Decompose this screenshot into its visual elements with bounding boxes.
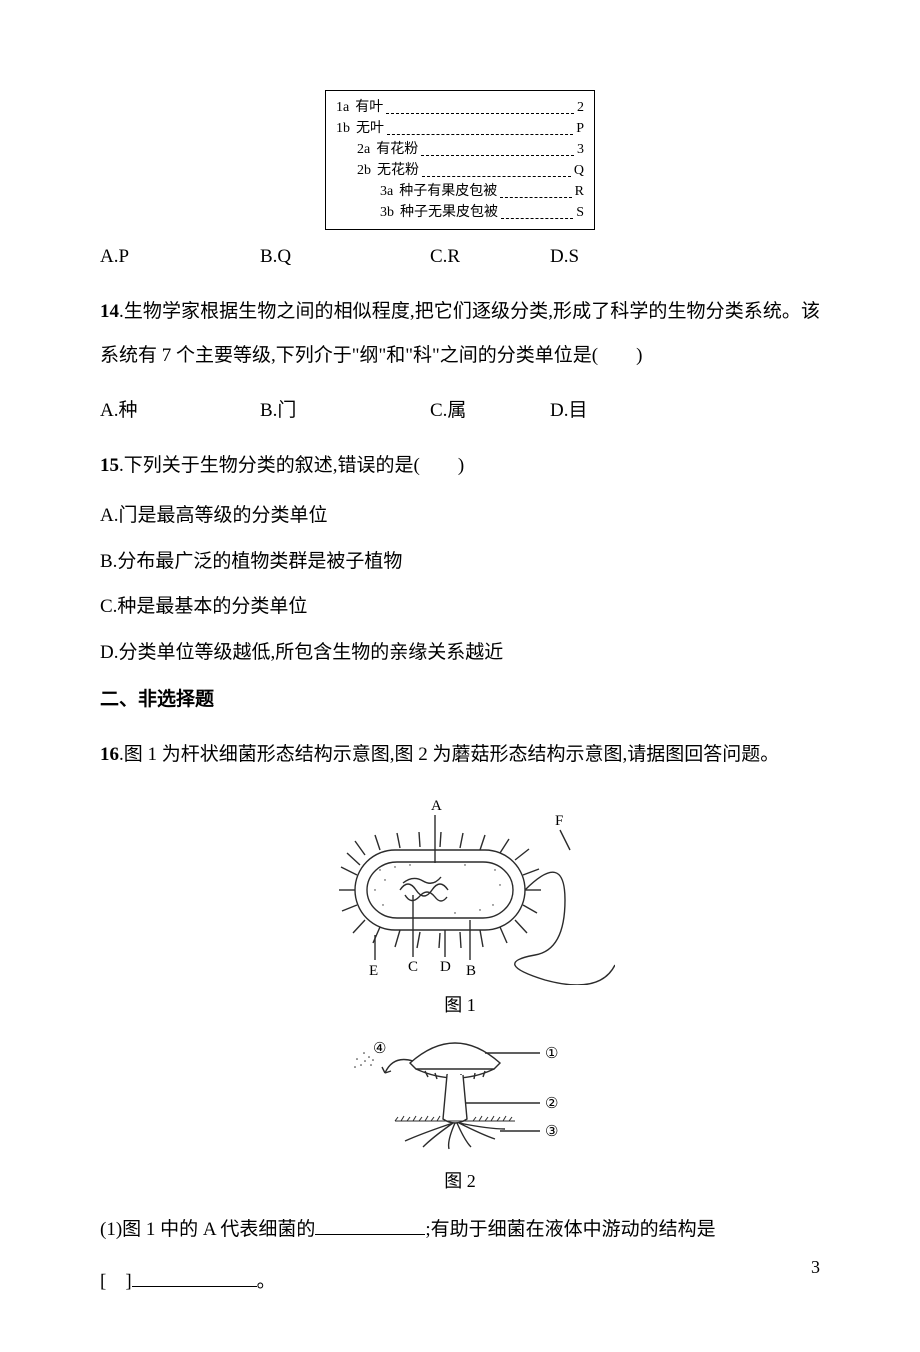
- sub1-bracket: [ ]: [100, 1271, 132, 1292]
- figure-2: ① ② ③ ④: [100, 1031, 820, 1161]
- key-text: 无花粉: [377, 160, 419, 181]
- key-row: 3a 种子有果皮包被 R: [336, 181, 584, 202]
- key-row: 3b 种子无果皮包被 S: [336, 202, 584, 223]
- key-leader: [501, 202, 573, 219]
- key-code: 3a: [380, 181, 393, 202]
- q16-number: 16: [100, 744, 119, 765]
- q16-sub1: (1)图 1 中的 A 代表细菌的 ;有助于细菌在液体中游动的结构是: [100, 1208, 820, 1252]
- key-text: 种子有果皮包被: [399, 181, 497, 202]
- key-text: 有花粉: [376, 139, 418, 160]
- option-d: D.目: [550, 396, 587, 426]
- q15-options: A.门是最高等级的分类单位 B.分布最广泛的植物类群是被子植物 C.种是最基本的…: [100, 494, 820, 675]
- q14-options: A.种 B.门 C.属 D.目: [100, 396, 820, 426]
- key-text: 无叶: [356, 118, 384, 139]
- sub1-period: 。: [257, 1271, 276, 1292]
- fig1-label-e: E: [369, 963, 378, 979]
- q14-number: 14: [100, 301, 119, 322]
- fig1-label-d: D: [440, 959, 451, 975]
- page-number: 3: [811, 1253, 820, 1282]
- option-a: A.门是最高等级的分类单位: [100, 494, 820, 538]
- fig2-label-2: ②: [545, 1096, 558, 1112]
- sub1-text-a: (1)图 1 中的 A 代表细菌的: [100, 1219, 315, 1240]
- key-end: Q: [574, 160, 584, 181]
- key-text: 种子无果皮包被: [400, 202, 498, 223]
- q16-sub1-line2: [ ] 。: [100, 1260, 820, 1304]
- fig1-label-c: C: [408, 959, 418, 975]
- key-row: 1a 有叶 2: [336, 97, 584, 118]
- q13-options: A.P B.Q C.R D.S: [100, 242, 820, 272]
- key-leader: [422, 160, 571, 177]
- option-b: B.门: [260, 396, 430, 426]
- figure-1: A F B D C E: [100, 795, 820, 985]
- option-c: C.属: [430, 396, 550, 426]
- figure-2-caption: 图 2: [100, 1167, 820, 1196]
- key-end: P: [576, 118, 584, 139]
- key-leader: [500, 181, 571, 198]
- key-code: 1b: [336, 118, 350, 139]
- key-end: 2: [577, 97, 584, 118]
- fig2-label-4: ④: [373, 1041, 386, 1057]
- fig2-label-1: ①: [545, 1046, 558, 1062]
- key-end: 3: [577, 139, 584, 160]
- question-16: 16.图 1 为杆状细菌形态结构示意图,图 2 为蘑菇形态结构示意图,请据图回答…: [100, 733, 820, 777]
- q15-number: 15: [100, 455, 119, 476]
- fig1-label-f: F: [555, 813, 563, 829]
- key-row: 2b 无花粉 Q: [336, 160, 584, 181]
- key-code: 1a: [336, 97, 349, 118]
- option-c: C.R: [430, 242, 550, 272]
- key-code: 3b: [380, 202, 394, 223]
- dichotomous-key-box: 1a 有叶 2 1b 无叶 P 2a 有花粉 3 2b 无花粉 Q 3a 种子有果皮包被 R 3b 种子无果皮包…: [325, 90, 595, 230]
- question-15: 15.下列关于生物分类的叙述,错误的是( ): [100, 444, 820, 488]
- fig1-label-b: B: [466, 963, 476, 979]
- section-2-header: 二、非选择题: [100, 685, 820, 715]
- option-c: C.种是最基本的分类单位: [100, 585, 820, 629]
- q14-text: .生物学家根据生物之间的相似程度,把它们逐级分类,形成了科学的生物分类系统。该系…: [100, 301, 820, 366]
- question-14: 14.生物学家根据生物之间的相似程度,把它们逐级分类,形成了科学的生物分类系统。…: [100, 290, 820, 377]
- key-code: 2a: [357, 139, 370, 160]
- option-b: B.Q: [260, 242, 430, 272]
- blank-2: [132, 1264, 257, 1287]
- option-a: A.种: [100, 396, 260, 426]
- key-text: 有叶: [355, 97, 383, 118]
- key-row: 1b 无叶 P: [336, 118, 584, 139]
- q16-text: .图 1 为杆状细菌形态结构示意图,图 2 为蘑菇形态结构示意图,请据图回答问题…: [119, 744, 779, 765]
- option-d: D.S: [550, 242, 579, 272]
- key-leader: [387, 118, 573, 135]
- sub1-text-b: ;有助于细菌在液体中游动的结构是: [425, 1219, 715, 1240]
- option-b: B.分布最广泛的植物类群是被子植物: [100, 540, 820, 584]
- figure-1-caption: 图 1: [100, 991, 820, 1020]
- key-row: 2a 有花粉 3: [336, 139, 584, 160]
- blank-1: [315, 1212, 425, 1235]
- fig2-label-3: ③: [545, 1124, 558, 1140]
- key-leader: [386, 97, 574, 114]
- key-leader: [421, 139, 574, 156]
- key-end: S: [576, 202, 584, 223]
- q15-text: .下列关于生物分类的叙述,错误的是( ): [119, 455, 464, 476]
- option-d: D.分类单位等级越低,所包含生物的亲缘关系越近: [100, 631, 820, 675]
- key-end: R: [575, 181, 584, 202]
- fig1-label-a: A: [431, 798, 442, 814]
- key-code: 2b: [357, 160, 371, 181]
- option-a: A.P: [100, 242, 260, 272]
